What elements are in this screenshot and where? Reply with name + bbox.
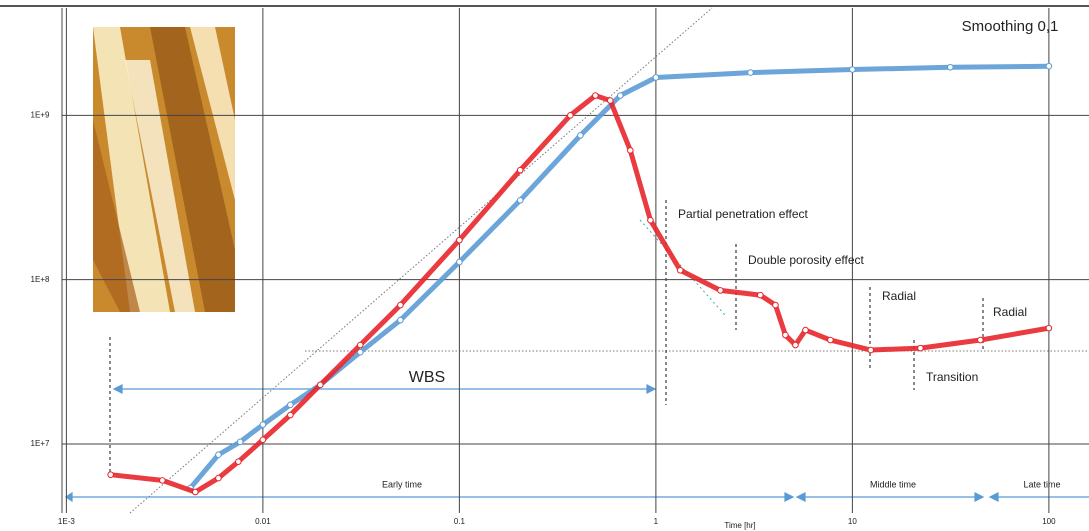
data-point [398, 302, 404, 308]
data-point [357, 342, 363, 348]
data-point [783, 332, 789, 338]
data-point [850, 67, 856, 73]
data-point [578, 133, 584, 139]
data-point [160, 478, 166, 484]
x-tick-label: 1 [654, 517, 659, 526]
data-point [108, 472, 114, 478]
data-point [948, 65, 954, 71]
data-point [568, 113, 574, 119]
x-axis-title: Time [hr] [724, 521, 755, 530]
data-point [216, 452, 222, 458]
data-point [193, 489, 199, 495]
data-point [758, 292, 764, 298]
annotation: Middle time [870, 479, 916, 489]
data-point [653, 75, 659, 81]
annotation: WBS [409, 369, 445, 386]
data-point [607, 98, 613, 104]
data-point [318, 382, 324, 388]
chart: Time [hr] 1E-3 0.01 0.1 1 10 100 1E+7 1E+8 1E+9 S… [0, 0, 1089, 531]
y-tick-label: 1E+8 [31, 275, 50, 284]
data-point [628, 148, 634, 154]
data-point [260, 437, 266, 443]
data-point [237, 439, 243, 445]
data-point [793, 342, 799, 348]
annotation: Late time [1023, 479, 1060, 489]
data-point [288, 412, 294, 418]
data-point [748, 70, 754, 76]
data-point [773, 302, 779, 308]
data-point [617, 93, 623, 99]
data-point [1046, 63, 1052, 69]
annotation: Double porosity effect [748, 253, 865, 267]
x-tick-label: 1E-3 [58, 517, 75, 526]
data-point [236, 459, 242, 465]
annotation: Smoothing 0,1 [962, 18, 1059, 35]
data-point [803, 327, 809, 333]
data-point [677, 267, 683, 273]
data-point [978, 337, 984, 343]
annotation: Partial penetration effect [678, 207, 809, 221]
annotation: Radial [993, 305, 1027, 319]
data-point [718, 288, 724, 294]
data-point [593, 93, 599, 99]
y-tick-label: 1E+7 [31, 439, 50, 448]
data-point [648, 217, 654, 223]
data-point [457, 259, 463, 265]
data-point [288, 402, 294, 408]
annotation: Early time [382, 479, 422, 489]
data-point [457, 237, 463, 243]
data-point [1046, 325, 1052, 331]
data-point [398, 317, 404, 323]
data-point [260, 422, 266, 428]
x-tick-label: 10 [848, 517, 857, 526]
inset-photo [93, 27, 235, 312]
data-point [517, 198, 523, 204]
data-point [918, 345, 924, 351]
x-tick-label: 0.01 [255, 517, 271, 526]
data-point [216, 475, 222, 481]
y-tick-label: 1E+9 [31, 110, 50, 119]
data-point [868, 347, 874, 353]
annotation: Radial [882, 289, 916, 303]
x-tick-label: 0.1 [454, 517, 466, 526]
x-tick-label: 100 [1042, 517, 1056, 526]
data-point [828, 337, 834, 343]
data-point [517, 167, 523, 173]
annotation: Transition [926, 370, 978, 384]
